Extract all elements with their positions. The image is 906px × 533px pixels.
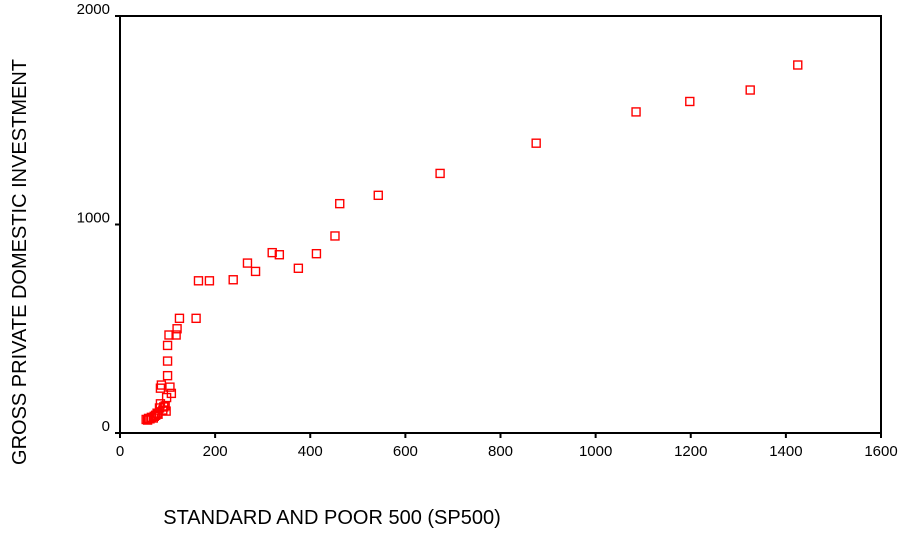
plot-frame (119, 15, 882, 434)
data-point (162, 370, 173, 381)
x-axis: 0 200 400 600 800 1000 1200 1400 1600 (116, 433, 898, 460)
x-tick-label: 200 (203, 443, 228, 460)
data-point (631, 107, 641, 117)
data-point (685, 96, 695, 107)
data-point (242, 258, 253, 268)
data-point (745, 85, 755, 95)
x-tick-label: 1200 (674, 443, 707, 460)
data-point (228, 275, 238, 285)
y-axis-title: GROSS PRIVATE DOMESTIC INVESTMENT (9, 59, 31, 465)
y-tick-label: 1000 (77, 210, 110, 227)
data-point (274, 250, 285, 260)
y-axis: 0 1000 2000 (77, 1, 120, 435)
data-point (193, 276, 204, 286)
x-tick-label: 600 (393, 443, 418, 460)
data-point (204, 276, 215, 286)
data-point (531, 138, 541, 148)
x-tick-label: 1600 (864, 443, 897, 460)
data-point (172, 324, 182, 334)
data-point (311, 248, 322, 259)
data-point (174, 313, 185, 324)
data-point (373, 190, 383, 201)
data-point (165, 382, 175, 392)
data-point (335, 198, 345, 209)
data-point (171, 330, 181, 340)
data-point (330, 231, 340, 241)
data-point (250, 266, 261, 277)
x-axis-title: STANDARD AND POOR 500 (SP500) (163, 507, 501, 529)
data-point (166, 388, 177, 399)
data-point (164, 330, 174, 340)
data-point (435, 168, 445, 179)
x-tick-label: 1400 (769, 443, 802, 460)
data-point (267, 247, 277, 258)
data-point (161, 406, 171, 416)
y-tick-label: 2000 (77, 1, 110, 18)
data-point (162, 340, 173, 351)
x-tick-label: 400 (298, 443, 323, 460)
data-point (793, 60, 803, 70)
x-tick-label: 800 (488, 443, 513, 460)
data-point (293, 263, 304, 273)
data-point (155, 383, 166, 393)
data-points (141, 60, 803, 425)
y-tick-label: 0 (102, 418, 110, 435)
plot-area (119, 15, 882, 434)
x-tick-label: 0 (116, 443, 124, 460)
data-point (152, 408, 162, 418)
x-tick-label: 1000 (579, 443, 612, 460)
data-point (191, 313, 201, 324)
data-point (162, 356, 173, 366)
